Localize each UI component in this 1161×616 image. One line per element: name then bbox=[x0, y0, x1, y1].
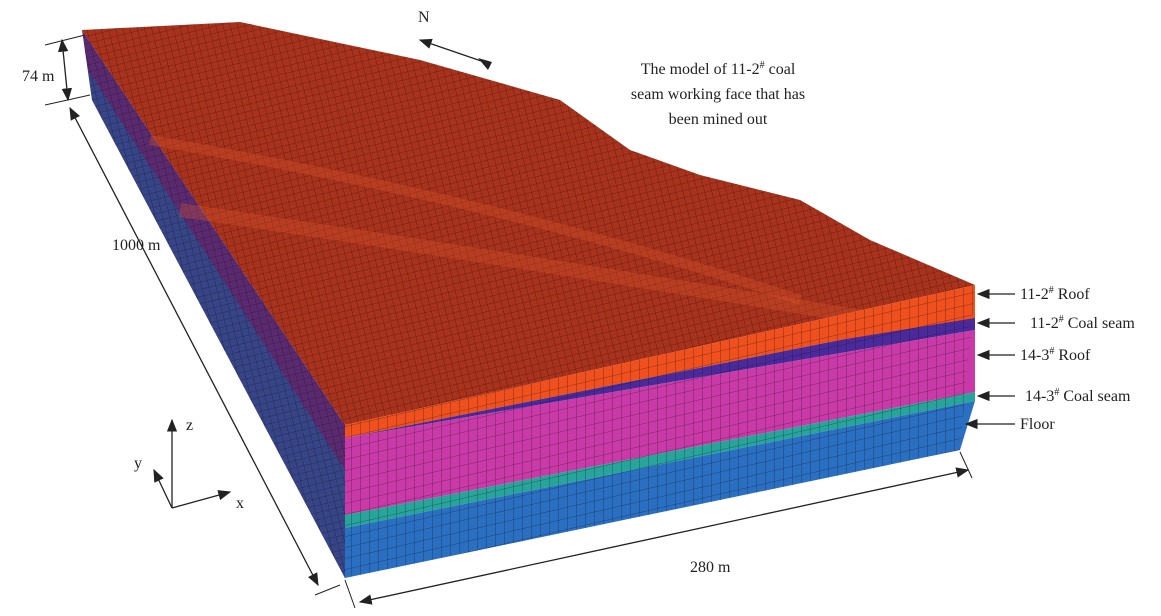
annotation: been mined out bbox=[669, 111, 768, 128]
axis-label: z bbox=[186, 417, 193, 434]
annotation: seam working face that has bbox=[631, 86, 805, 103]
width-label: 280 m bbox=[690, 559, 731, 576]
model-figure: 74 m 1000 m 280 m N The model of 11-2# c… bbox=[0, 0, 1161, 616]
height-label: 74 m bbox=[22, 68, 55, 85]
annotation: The model of 11-2# coal bbox=[641, 60, 796, 78]
layer-label: 14-3# Roof bbox=[1020, 346, 1091, 364]
compass-label: N bbox=[418, 9, 430, 26]
axis-label: y bbox=[134, 455, 142, 472]
length-label: 1000 m bbox=[112, 237, 161, 254]
layer-label: 14-3# Coal seam bbox=[1025, 387, 1131, 405]
layer-label: 11-2# Roof bbox=[1020, 285, 1090, 303]
axis-label: x bbox=[236, 495, 244, 512]
layer-label: Floor bbox=[1020, 416, 1055, 433]
layer-label: 11-2# Coal seam bbox=[1030, 314, 1135, 332]
